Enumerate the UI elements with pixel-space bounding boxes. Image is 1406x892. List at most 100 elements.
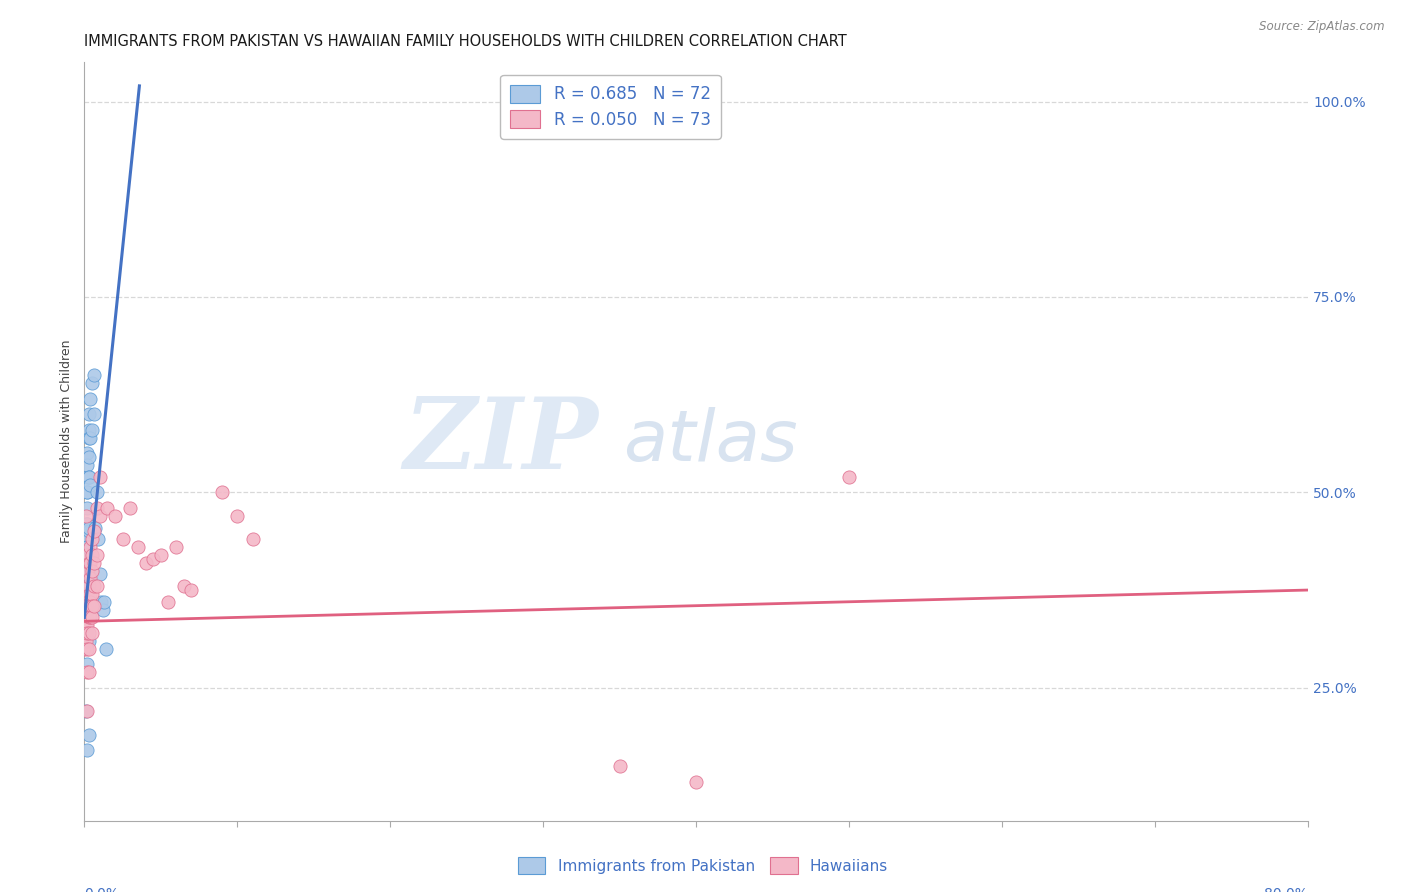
Point bbox=[111, 533, 134, 547]
Point bbox=[77, 641, 100, 656]
Point bbox=[77, 633, 100, 648]
Point bbox=[89, 469, 111, 483]
Point bbox=[83, 368, 105, 383]
Point bbox=[73, 618, 96, 632]
Point bbox=[73, 579, 96, 593]
Point bbox=[75, 704, 97, 718]
Point bbox=[77, 556, 100, 570]
Point bbox=[75, 602, 97, 616]
Point bbox=[76, 564, 98, 578]
Point bbox=[77, 469, 100, 483]
Point bbox=[80, 599, 103, 613]
Point bbox=[142, 551, 165, 566]
Point bbox=[157, 595, 180, 609]
Point bbox=[73, 595, 96, 609]
Point bbox=[76, 485, 98, 500]
Text: 80.0%: 80.0% bbox=[1264, 887, 1308, 892]
Point bbox=[80, 533, 103, 547]
Text: ZIP: ZIP bbox=[404, 393, 598, 490]
Point bbox=[80, 610, 103, 624]
Point bbox=[75, 516, 97, 531]
Point bbox=[242, 533, 264, 547]
Point bbox=[79, 595, 101, 609]
Point bbox=[75, 556, 97, 570]
Point bbox=[77, 579, 100, 593]
Point bbox=[180, 582, 202, 597]
Point bbox=[83, 579, 105, 593]
Point bbox=[75, 548, 97, 562]
Point bbox=[104, 508, 127, 523]
Point bbox=[83, 407, 105, 421]
Legend: Immigrants from Pakistan, Hawaiians: Immigrants from Pakistan, Hawaiians bbox=[512, 851, 894, 880]
Point bbox=[80, 626, 103, 640]
Point bbox=[77, 450, 100, 465]
Point bbox=[77, 610, 100, 624]
Point bbox=[80, 548, 103, 562]
Point bbox=[89, 508, 111, 523]
Point bbox=[79, 571, 101, 585]
Point bbox=[77, 407, 100, 421]
Point bbox=[77, 591, 100, 605]
Point bbox=[75, 599, 97, 613]
Point bbox=[80, 376, 103, 390]
Point bbox=[73, 610, 96, 624]
Point bbox=[76, 485, 98, 500]
Point bbox=[77, 431, 100, 445]
Point bbox=[75, 579, 97, 593]
Point bbox=[75, 508, 97, 523]
Point bbox=[84, 520, 107, 534]
Point bbox=[90, 595, 112, 609]
Point bbox=[838, 469, 860, 483]
Point bbox=[83, 524, 105, 539]
Point bbox=[73, 599, 96, 613]
Point bbox=[76, 516, 98, 531]
Point bbox=[73, 626, 96, 640]
Point bbox=[86, 548, 108, 562]
Text: atlas: atlas bbox=[623, 407, 797, 476]
Point bbox=[127, 540, 149, 554]
Point bbox=[77, 567, 100, 582]
Point bbox=[79, 599, 101, 613]
Point bbox=[79, 540, 101, 554]
Point bbox=[211, 485, 233, 500]
Point bbox=[76, 595, 98, 609]
Point bbox=[75, 540, 97, 554]
Point bbox=[79, 610, 101, 624]
Point bbox=[77, 520, 100, 534]
Point bbox=[73, 610, 96, 624]
Point bbox=[77, 626, 100, 640]
Point bbox=[73, 602, 96, 616]
Point bbox=[76, 567, 98, 582]
Point bbox=[75, 579, 97, 593]
Point bbox=[75, 618, 97, 632]
Point bbox=[226, 508, 249, 523]
Point bbox=[79, 477, 101, 491]
Y-axis label: Family Households with Children: Family Households with Children bbox=[60, 340, 73, 543]
Point bbox=[76, 548, 98, 562]
Point bbox=[73, 595, 96, 609]
Point bbox=[73, 633, 96, 648]
Point bbox=[77, 665, 100, 680]
Point bbox=[75, 528, 97, 542]
Point bbox=[73, 607, 96, 621]
Point bbox=[75, 564, 97, 578]
Point bbox=[75, 587, 97, 601]
Point bbox=[76, 743, 98, 757]
Point bbox=[75, 633, 97, 648]
Point bbox=[73, 595, 96, 609]
Point bbox=[609, 759, 631, 773]
Point bbox=[73, 587, 96, 601]
Point bbox=[75, 567, 97, 582]
Legend: R = 0.685   N = 72, R = 0.050   N = 73: R = 0.685 N = 72, R = 0.050 N = 73 bbox=[501, 75, 720, 138]
Point bbox=[76, 564, 98, 578]
Point bbox=[89, 567, 111, 582]
Point bbox=[76, 500, 98, 515]
Point bbox=[76, 599, 98, 613]
Point bbox=[87, 533, 110, 547]
Text: 0.0%: 0.0% bbox=[84, 887, 120, 892]
Point bbox=[75, 610, 97, 624]
Point bbox=[75, 602, 97, 616]
Point bbox=[96, 500, 118, 515]
Point bbox=[80, 564, 103, 578]
Point bbox=[73, 587, 96, 601]
